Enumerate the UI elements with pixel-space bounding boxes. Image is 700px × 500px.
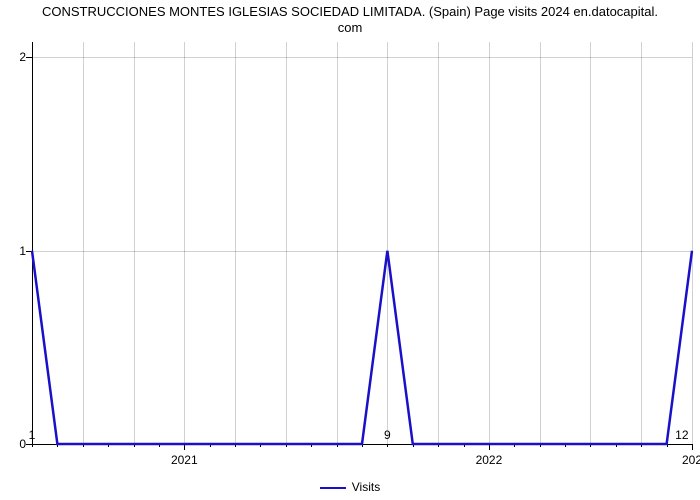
series-line	[32, 42, 692, 444]
x-axis-label: 2022	[476, 453, 503, 467]
y-tick-major	[26, 444, 32, 445]
y-axis-label: 0	[12, 437, 26, 451]
legend-label: Visits	[352, 480, 380, 494]
x-tick-minor	[32, 444, 33, 447]
x-axis-label: 2021	[171, 453, 198, 467]
y-axis-label: 2	[12, 50, 26, 64]
chart-container: { "chart": { "type": "line", "title_line…	[0, 0, 700, 500]
chart-title-line1: CONSTRUCCIONES MONTES IGLESIAS SOCIEDAD …	[42, 4, 658, 19]
legend: Visits	[0, 480, 700, 494]
x-tick-major	[692, 444, 693, 450]
y-axis-label: 1	[12, 244, 26, 258]
chart-title-line2: com	[338, 20, 363, 35]
x-tick-minor	[387, 444, 388, 447]
grid-line-vertical	[692, 42, 693, 444]
x-axis-label: 202	[682, 453, 700, 467]
chart-title: CONSTRUCCIONES MONTES IGLESIAS SOCIEDAD …	[0, 4, 700, 37]
plot-area: 202120222020121912	[32, 42, 692, 444]
legend-swatch	[320, 487, 346, 489]
